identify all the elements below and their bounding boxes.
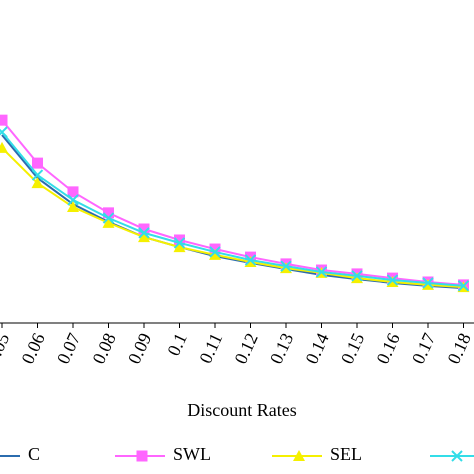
x-tick-label: 0.17 (408, 330, 439, 367)
marker (102, 216, 115, 228)
marker (173, 241, 186, 253)
marker (31, 169, 44, 181)
marker (31, 177, 44, 189)
x-tick-label: 0.06 (17, 330, 48, 367)
marker (138, 223, 150, 235)
legend-label: C (28, 444, 40, 464)
x-tick-label: 0.05 (0, 330, 13, 367)
x-tick-label: 0.11 (195, 330, 226, 366)
marker (457, 280, 470, 292)
marker (67, 186, 79, 198)
marker (244, 254, 257, 266)
x-tick-label: 0.18 (443, 330, 474, 367)
marker (0, 141, 8, 153)
marker (138, 227, 150, 239)
x-tick-label: 0.07 (53, 330, 84, 367)
marker (315, 266, 328, 278)
marker (386, 274, 399, 286)
x-tick-label: 0.1 (163, 330, 191, 359)
marker (173, 237, 186, 249)
marker (209, 248, 221, 260)
x-tick-label: 0.13 (266, 330, 297, 367)
series-line (1, 147, 464, 289)
x-tick-label: 0.12 (230, 330, 261, 367)
marker (174, 234, 185, 246)
marker (293, 450, 305, 461)
series (0, 141, 470, 293)
x-tick-label: 0.08 (88, 330, 119, 367)
marker (32, 157, 43, 169)
x-tick-label: 0.14 (301, 330, 332, 367)
series-line (1, 131, 464, 287)
marker (451, 450, 463, 462)
series (0, 126, 470, 292)
marker (102, 212, 115, 224)
marker (280, 260, 292, 272)
marker (67, 201, 79, 213)
x-tick-label: 0.16 (372, 330, 403, 367)
x-tick-label: 0.15 (337, 330, 368, 367)
marker (209, 246, 221, 258)
marker (0, 126, 8, 138)
marker (422, 277, 434, 289)
marker (103, 207, 114, 219)
legend-label: SWL (173, 444, 211, 464)
marker (136, 450, 148, 462)
marker (67, 194, 79, 206)
marker (138, 231, 150, 243)
legend-label: SEL (330, 444, 362, 464)
marker (0, 114, 8, 126)
x-tick-label: 0.09 (124, 330, 155, 367)
marker (351, 272, 363, 284)
x-axis-title: Discount Rates (187, 400, 297, 420)
series-line (1, 119, 464, 286)
marker (351, 270, 363, 282)
